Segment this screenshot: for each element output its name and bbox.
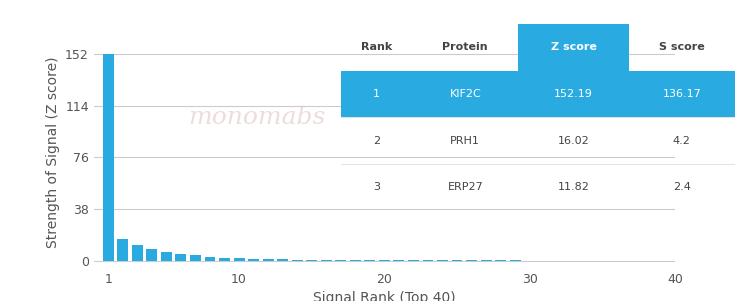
Bar [364,260,375,261]
Bar [306,260,317,261]
Bar [176,254,187,261]
Bar [219,258,230,261]
Text: 4.2: 4.2 [673,136,691,146]
Text: Z score: Z score [550,42,596,52]
Text: S score: S score [659,42,705,52]
Bar [452,260,463,261]
Bar [350,260,361,261]
Bar [117,239,128,261]
Text: monomabs: monomabs [188,106,326,129]
Bar [422,260,433,261]
Y-axis label: Strength of Signal (Z score): Strength of Signal (Z score) [46,56,59,248]
Bar [292,259,303,261]
Text: 136.17: 136.17 [662,89,701,99]
Text: Protein: Protein [442,42,488,52]
Bar [437,260,448,261]
Text: ERP27: ERP27 [448,182,483,192]
Bar [233,258,244,261]
Bar [335,260,346,261]
Text: 152.19: 152.19 [554,89,593,99]
Bar [262,259,274,261]
Bar [248,259,259,261]
Bar [132,245,142,261]
Text: 2.4: 2.4 [673,182,691,192]
Bar [278,259,288,261]
Bar [510,260,520,261]
Text: KIF2C: KIF2C [449,89,482,99]
Bar [481,260,491,261]
Bar [495,260,506,261]
Text: 11.82: 11.82 [557,182,590,192]
Bar [518,24,628,71]
Bar [146,250,158,261]
Bar [321,260,332,261]
Bar [394,260,404,261]
Text: Rank: Rank [361,42,392,52]
Bar [190,256,201,261]
Text: 2: 2 [374,136,380,146]
Bar [161,252,172,261]
Bar [524,260,536,261]
Bar [379,260,390,261]
X-axis label: Signal Rank (Top 40): Signal Rank (Top 40) [313,291,456,301]
Text: 1: 1 [374,89,380,99]
Bar [466,260,477,261]
Bar [408,260,419,261]
Bar [341,71,735,117]
Text: 3: 3 [374,182,380,192]
Bar [205,257,215,261]
Bar [103,54,114,261]
Text: 16.02: 16.02 [558,136,590,146]
Text: PRH1: PRH1 [450,136,480,146]
